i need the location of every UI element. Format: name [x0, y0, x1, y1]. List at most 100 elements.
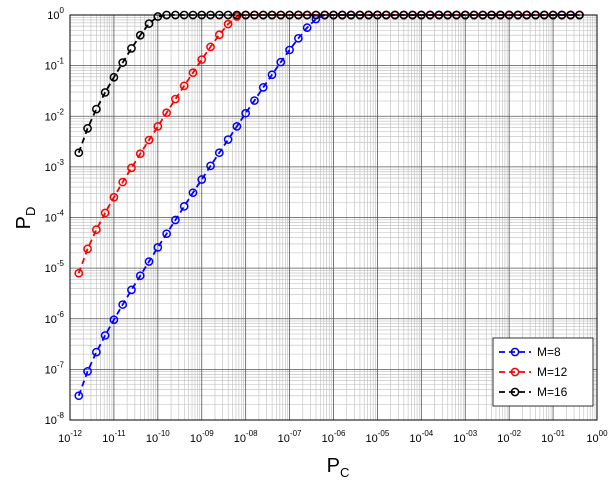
data-point	[109, 192, 119, 202]
data-point	[144, 257, 154, 266]
y-tick-label: 10-8	[45, 411, 65, 427]
x-tick-base: 10	[234, 433, 246, 445]
x-tick-exponent: -09	[202, 429, 214, 438]
x-tick-label: 10-05	[366, 429, 390, 445]
y-tick-label: 10-6	[45, 310, 65, 326]
data-point	[83, 124, 92, 133]
data-point	[294, 33, 303, 43]
data-point	[135, 271, 145, 281]
legend-entry: M=8	[499, 345, 561, 359]
x-tick-label: 10-11	[102, 429, 126, 445]
data-point	[188, 188, 198, 198]
y-tick-base: 10	[45, 415, 57, 427]
y-tick-base: 10	[45, 162, 57, 174]
x-axis-title: PC	[327, 455, 350, 480]
data-point	[302, 23, 312, 33]
data-point	[127, 44, 136, 53]
y-tick-label: 10-5	[45, 259, 65, 275]
data-point	[135, 30, 145, 40]
data-point	[206, 42, 215, 52]
y-tick-exponent: -4	[57, 209, 65, 218]
y-tick-base: 10	[45, 213, 57, 225]
data-point	[206, 161, 215, 171]
y-tick-exponent: -2	[57, 107, 65, 116]
y-axis-title-base: P	[13, 216, 35, 229]
y-tick-label: 10-3	[45, 158, 65, 174]
legend-entry: M=16	[499, 385, 568, 399]
data-point	[100, 331, 110, 340]
x-tick-label: 10-08	[234, 429, 258, 445]
y-tick-label: 10-4	[45, 209, 65, 225]
data-point	[258, 83, 268, 92]
y-tick-base: 10	[45, 314, 57, 326]
data-point	[162, 108, 171, 118]
data-point	[153, 12, 163, 21]
data-point	[223, 135, 233, 144]
data-point	[144, 135, 154, 145]
data-point	[92, 225, 101, 234]
x-tick-exponent: -08	[246, 429, 258, 438]
legend-swatch-marker	[510, 387, 520, 397]
data-point	[153, 122, 163, 131]
legend-swatch-marker	[510, 347, 520, 357]
data-point	[153, 243, 163, 252]
data-point	[285, 45, 294, 55]
legend-label: M=12	[537, 365, 568, 379]
y-tick-exponent: -5	[57, 259, 65, 268]
x-tick-base: 10	[409, 433, 421, 445]
x-tick-exponent: -11	[115, 429, 127, 438]
legend-label: M=16	[537, 385, 568, 399]
data-point	[241, 108, 251, 118]
y-tick-exponent: -1	[57, 57, 65, 66]
x-tick-label: 10-07	[278, 429, 302, 445]
x-tick-exponent: -05	[378, 429, 390, 438]
y-tick-base: 10	[45, 111, 57, 123]
x-tick-exponent: -03	[466, 429, 478, 438]
grid	[69, 14, 598, 421]
y-tick-exponent: -8	[57, 411, 65, 420]
data-point	[214, 148, 224, 158]
x-tick-base: 10	[586, 433, 598, 445]
x-tick-label: 10-09	[190, 429, 214, 445]
x-tick-labels: 10-12 10-11 10-10 10-09 10-08 10-07 10-06 10-05…	[58, 429, 608, 445]
data-point	[100, 88, 110, 97]
data-point	[100, 208, 110, 218]
y-tick-exponent: -7	[57, 360, 65, 369]
data-point	[171, 94, 180, 104]
x-tick-label: 10-12	[58, 429, 82, 445]
data-point	[109, 72, 119, 82]
y-tick-exponent: -6	[57, 310, 65, 319]
data-point	[74, 148, 84, 158]
legend-entry: M=12	[499, 365, 568, 379]
legend: M=8 M=12 M=16	[492, 337, 594, 407]
x-tick-base: 10	[541, 433, 553, 445]
x-tick-base: 10	[322, 433, 334, 445]
x-tick-exponent: -10	[158, 429, 170, 438]
x-tick-label: 10-04	[409, 429, 433, 445]
y-tick-base: 10	[45, 61, 57, 73]
data-point	[179, 81, 189, 91]
y-tick-base: 10	[45, 364, 57, 376]
x-tick-exponent: -04	[422, 429, 434, 438]
data-point	[118, 300, 128, 309]
data-point	[109, 315, 119, 325]
x-tick-base: 10	[58, 433, 70, 445]
x-tick-base: 10	[190, 433, 202, 445]
x-tick-exponent: -01	[553, 429, 565, 438]
x-axis-title-base: P	[327, 455, 340, 477]
legend-swatch-marker	[510, 367, 520, 377]
data-point	[83, 244, 92, 254]
plot-frame	[69, 14, 598, 421]
data-point	[197, 55, 207, 64]
data-point	[118, 177, 128, 187]
data-point	[127, 163, 136, 173]
x-tick-base: 10	[102, 433, 114, 445]
x-tick-label: 1000	[586, 429, 608, 445]
data-point	[223, 19, 233, 29]
x-tick-base: 10	[366, 433, 378, 445]
data-point	[127, 285, 136, 295]
x-axis-title-sub: C	[340, 465, 349, 480]
data-point	[214, 30, 224, 40]
y-tick-label: 10-1	[45, 57, 65, 73]
